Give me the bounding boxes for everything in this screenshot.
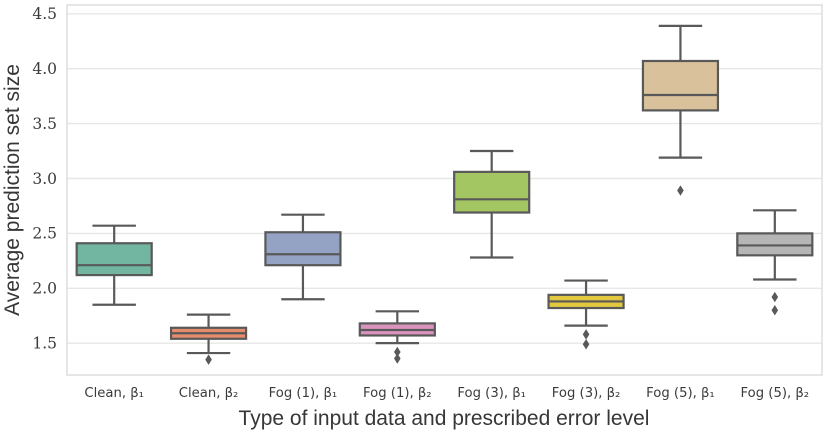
x-tick-label: Fog (1), β₂ xyxy=(363,386,432,401)
outlier-marker xyxy=(205,354,212,365)
box-group xyxy=(75,224,153,306)
gridlines xyxy=(67,13,822,344)
outlier-marker xyxy=(771,305,779,316)
x-tick-label: Clean, β₂ xyxy=(179,386,239,401)
iqr-box xyxy=(264,231,342,267)
y-tick-label: 3.5 xyxy=(32,115,57,133)
x-tick-label: Fog (3), β₁ xyxy=(457,386,526,401)
box-group xyxy=(169,313,248,365)
outlier-marker xyxy=(582,329,590,340)
y-tick-label: 2.5 xyxy=(32,225,57,243)
outlier-marker xyxy=(771,291,779,303)
iqr-box xyxy=(453,170,531,214)
y-axis-title: Average prediction set size xyxy=(1,64,24,316)
y-tick-label: 2.0 xyxy=(32,280,57,298)
y-tick-label: 1.5 xyxy=(32,335,57,353)
y-axis-tick-labels: 1.5 2.0 2.5 3.0 3.5 4.0 4.5 xyxy=(32,5,57,352)
box-series xyxy=(75,24,814,365)
iqr-box xyxy=(75,242,153,277)
x-axis-title: Type of input data and prescribed error … xyxy=(239,407,650,430)
x-tick-label: Fog (1), β₁ xyxy=(269,386,338,401)
x-tick-label: Fog (3), β₂ xyxy=(552,386,621,401)
box-group xyxy=(641,24,720,196)
x-tick-label: Clean, β₁ xyxy=(84,386,144,401)
box-group xyxy=(358,310,436,364)
x-tick-label: Fog (5), β₂ xyxy=(741,386,810,401)
box-group xyxy=(264,213,342,301)
iqr-box xyxy=(641,59,720,112)
box-group xyxy=(547,279,625,350)
box-group xyxy=(736,209,814,316)
x-axis-tick-labels: Clean, β₁ Clean, β₂ Fog (1), β₁ Fog (1), β₂… xyxy=(84,386,809,401)
x-tick-label: Fog (5), β₁ xyxy=(646,386,715,401)
box-group xyxy=(453,149,531,259)
outlier-marker xyxy=(677,185,684,196)
outlier-marker xyxy=(394,353,401,364)
plot-border xyxy=(66,4,823,376)
y-tick-label: 4.5 xyxy=(32,5,57,23)
y-tick-label: 4.0 xyxy=(32,60,57,78)
y-tick-label: 3.0 xyxy=(32,170,57,188)
outlier-marker xyxy=(394,346,401,358)
outlier-marker xyxy=(582,339,590,350)
